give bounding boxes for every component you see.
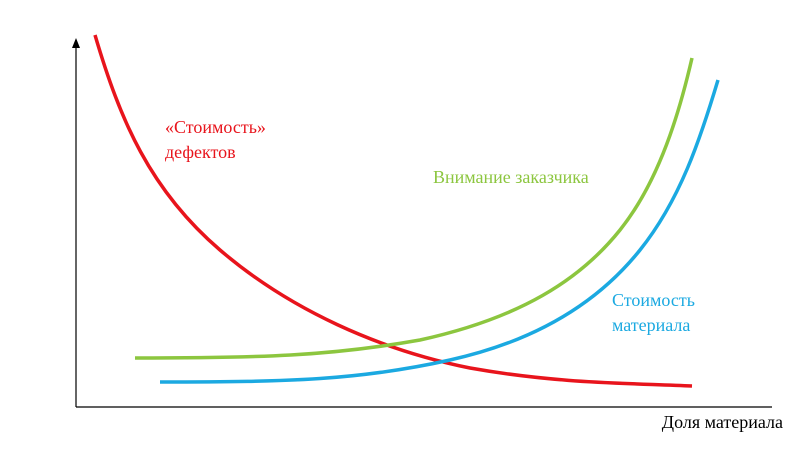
y-axis-arrow — [72, 38, 80, 48]
defects-label: дефектов — [165, 142, 236, 162]
material-curve — [159, 79, 720, 384]
defects-curve — [93, 34, 693, 388]
material-label: Стоимость — [612, 290, 695, 310]
material-label: материала — [612, 315, 690, 335]
defects-label: «Стоимость» — [165, 117, 266, 137]
attention-label: Внимание заказчика — [433, 167, 589, 187]
attention-curve — [134, 57, 694, 360]
x-axis-label: Доля материала — [662, 412, 783, 432]
